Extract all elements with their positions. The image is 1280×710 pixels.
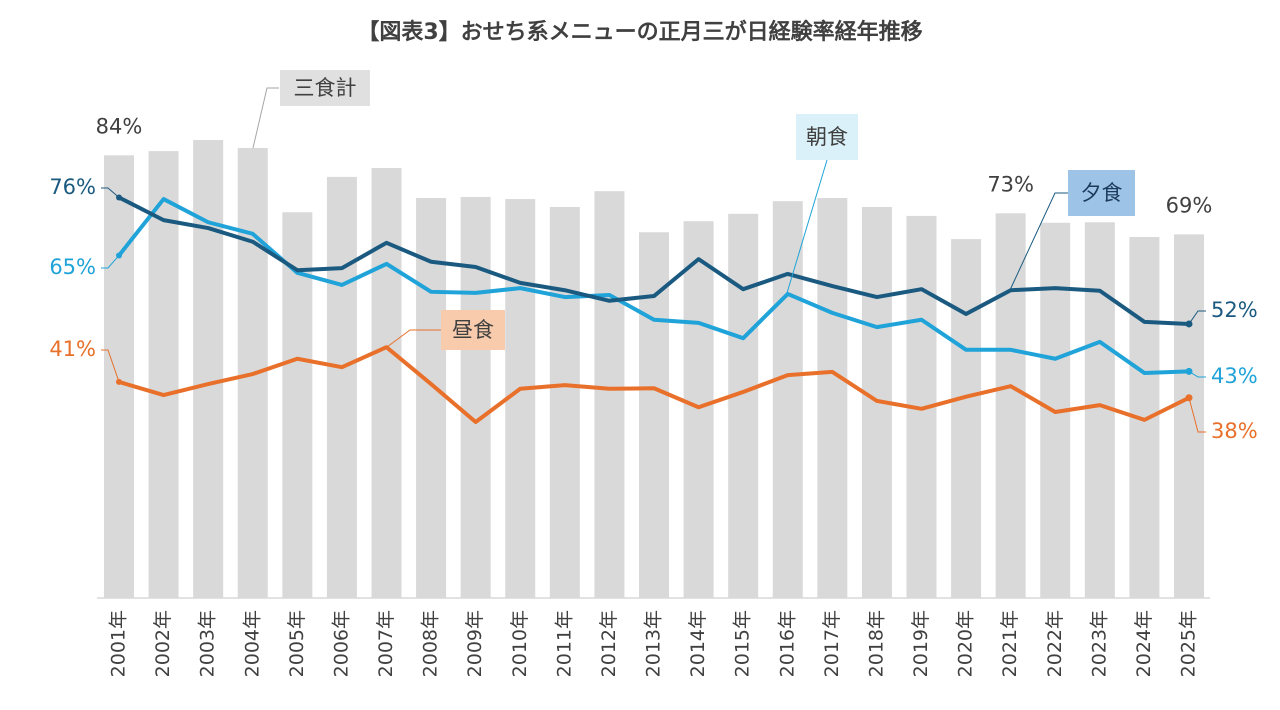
x-tick-label: 2019年: [910, 610, 932, 677]
legend-box: [796, 114, 858, 160]
x-tick-label: 2003年: [197, 610, 219, 677]
callout-leader: [252, 87, 279, 149]
x-tick-label: 2009年: [464, 610, 486, 677]
x-tick-label: 2015年: [732, 610, 754, 677]
line-value-label: 38%: [1211, 419, 1258, 443]
callout-leader: [786, 159, 828, 294]
x-tick-label: 2021年: [999, 610, 1021, 677]
bar: [817, 198, 848, 598]
label-leader: [1188, 397, 1206, 433]
x-tick-label: 2016年: [776, 610, 798, 677]
x-tick-label: 2025年: [1178, 610, 1200, 677]
legend-box: [1068, 170, 1135, 216]
bar: [326, 176, 357, 598]
bar: [549, 206, 580, 598]
bar: [594, 191, 625, 598]
x-tick-label: 2017年: [821, 610, 843, 677]
legend-label: 夕食: [1081, 181, 1123, 205]
bar: [371, 167, 402, 598]
x-tick-label: 2005年: [286, 610, 308, 677]
legend-box: [441, 310, 505, 350]
legend-label: 三食計: [294, 76, 357, 100]
callout-leader: [386, 329, 441, 348]
labels: 84% 73% 69% 三食計 65% 43% 朝食 41% 38% 昼食 76% 52% 夕食: [49, 70, 1258, 443]
x-tick-label: 2004年: [241, 610, 263, 677]
label-leader: [1188, 370, 1206, 378]
line-value-label: 52%: [1211, 298, 1258, 322]
x-tick-label: 2024年: [1133, 610, 1155, 677]
bar: [460, 196, 491, 598]
bar: [104, 155, 134, 598]
bar: [951, 239, 982, 598]
bar: [1174, 234, 1204, 598]
line-series: [117, 197, 1190, 375]
line-value-label: 65%: [49, 255, 96, 279]
line-value-label: 43%: [1211, 364, 1258, 388]
x-tick-label: 2007年: [375, 610, 397, 677]
line-value-label: 76%: [49, 175, 96, 199]
x-tick-label: 2008年: [420, 610, 442, 677]
bar: [728, 213, 759, 598]
chart-title: 【図表3】おせち系メニューの正月三が日経験率経年推移: [357, 19, 922, 45]
bar-value-label: 73%: [987, 172, 1034, 196]
legend-label: 昼食: [452, 318, 494, 342]
bar: [148, 151, 179, 598]
line-series: [118, 345, 1190, 424]
bar-value-label: 69%: [1166, 193, 1213, 217]
label-leader: [1188, 310, 1206, 325]
label-leader: [101, 187, 120, 198]
legend-box: [280, 70, 370, 106]
bar-value-label: 84%: [96, 114, 143, 138]
x-tick-label: 2018年: [865, 610, 887, 677]
line-value-label: 41%: [49, 337, 96, 361]
legend-label: 朝食: [806, 125, 848, 149]
x-tick-label: 2022年: [1044, 610, 1066, 677]
label-leader: [101, 349, 120, 383]
x-tick-label: 2020年: [955, 610, 977, 677]
bar: [193, 140, 224, 599]
lines: [116, 194, 1193, 424]
x-tick-label: 2012年: [598, 610, 620, 677]
label-leader: [101, 255, 120, 269]
line-series: [118, 195, 1190, 326]
x-tick-label: 2013年: [643, 610, 665, 677]
bar: [995, 213, 1026, 599]
x-tick-label: 2002年: [152, 610, 174, 677]
bar: [683, 221, 714, 598]
x-tick-label: 2014年: [687, 610, 709, 677]
x-tick-label: 2011年: [553, 610, 575, 677]
x-tick-label: 2023年: [1088, 610, 1110, 677]
bar: [772, 201, 803, 598]
x-tick-label: 2001年: [108, 610, 130, 677]
x-tick-label: 2010年: [509, 610, 531, 677]
callout-leader: [1009, 192, 1068, 291]
x-tick-label: 2006年: [330, 610, 352, 677]
bar: [639, 232, 669, 598]
bars: [104, 140, 1204, 599]
